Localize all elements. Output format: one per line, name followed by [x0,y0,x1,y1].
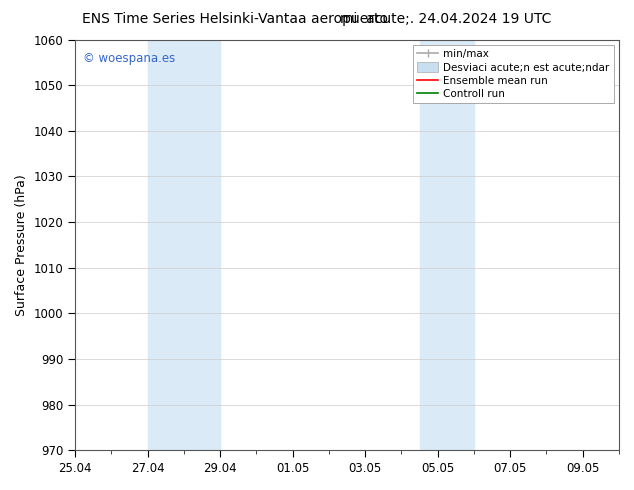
Bar [420,40,474,450]
Text: ENS Time Series Helsinki-Vantaa aeropuerto: ENS Time Series Helsinki-Vantaa aeropuer… [82,12,389,26]
Text: mi  acute;. 24.04.2024 19 UTC: mi acute;. 24.04.2024 19 UTC [340,12,552,26]
Legend: min/max, Desviaci acute;n est acute;ndar, Ensemble mean run, Controll run: min/max, Desviaci acute;n est acute;ndar… [413,45,614,103]
Text: © woespana.es: © woespana.es [83,52,176,65]
Bar [148,40,220,450]
Y-axis label: Surface Pressure (hPa): Surface Pressure (hPa) [15,174,28,316]
